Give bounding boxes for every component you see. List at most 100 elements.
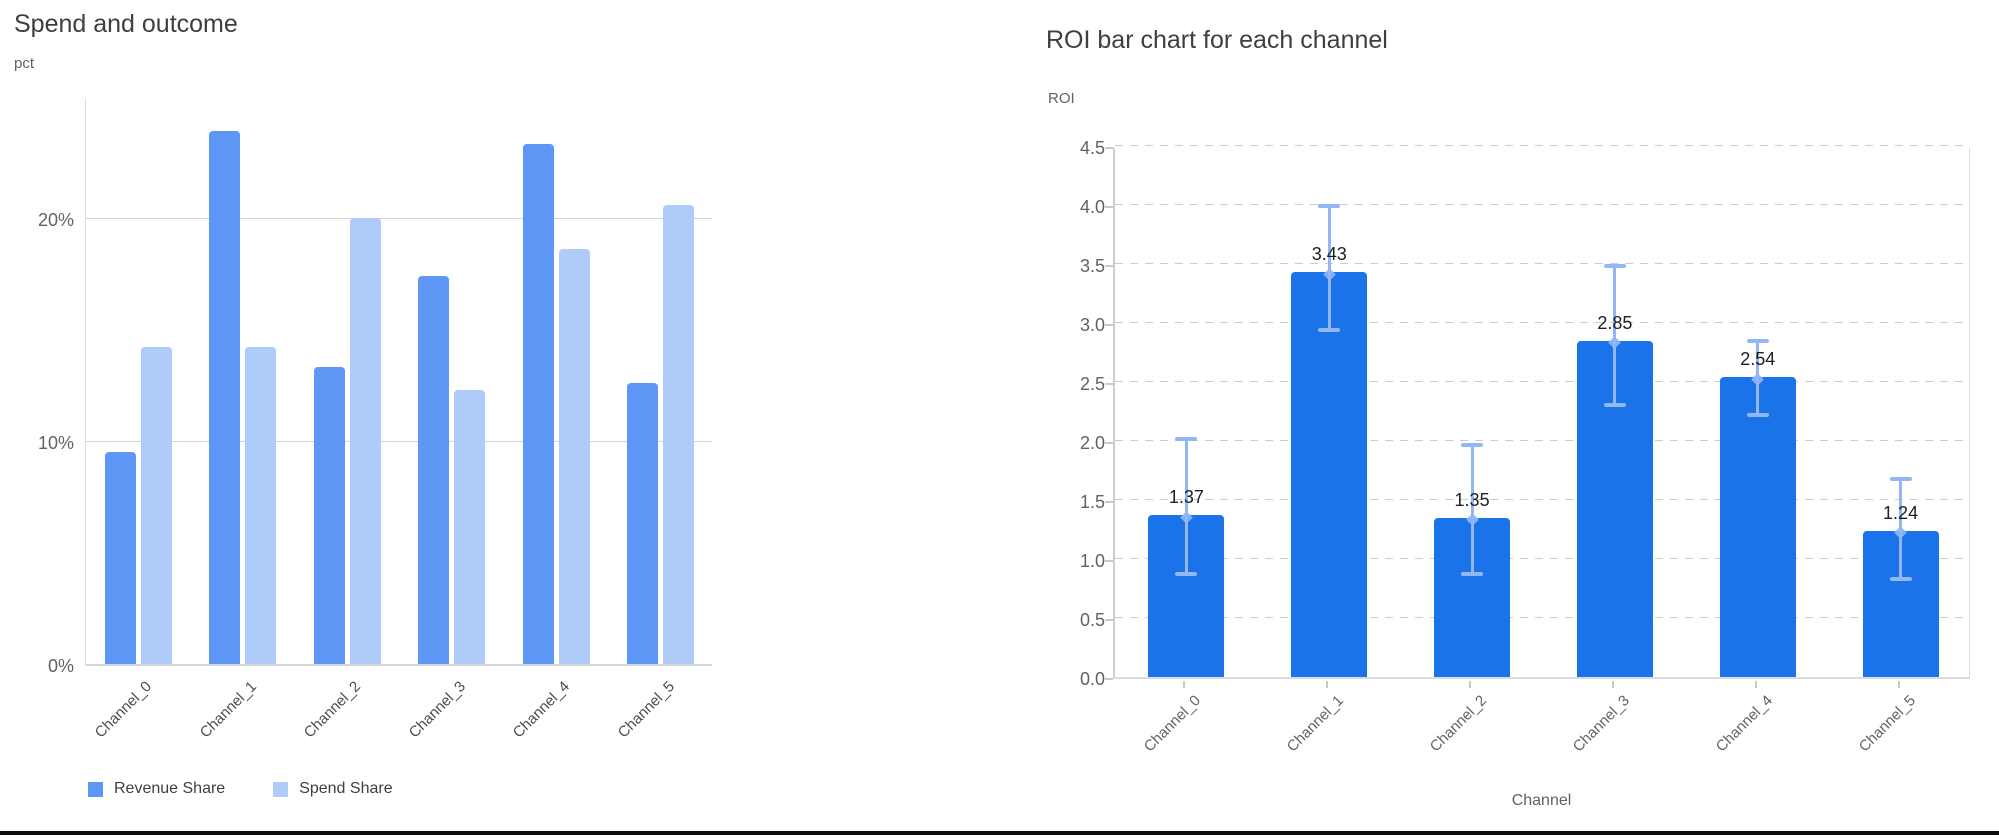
x-tick-label-channel_3: Channel_3 <box>405 678 469 742</box>
error-bar-top-cap-channel_3 <box>1603 263 1626 268</box>
bar-revenue-share-channel_5[interactable] <box>627 383 659 664</box>
x-tick-label-channel_3: Channel_3 <box>1569 692 1633 756</box>
y-tick-mark-3.0 <box>1105 324 1113 326</box>
y-tick-mark-4.0 <box>1105 206 1113 208</box>
y-tick-label-0%: 0% <box>47 656 74 676</box>
y-tick-label-4.0: 4.0 <box>1079 197 1105 217</box>
bar-spend-share-channel_3[interactable] <box>454 389 486 664</box>
bar-revenue-share-channel_0[interactable] <box>104 452 136 664</box>
bar-value-label-channel_2: 1.35 <box>1454 489 1490 510</box>
error-bar-top-cap-channel_4 <box>1746 339 1769 344</box>
bar-value-label-channel_5: 1.24 <box>1883 502 1919 523</box>
y-tick-mark-2.5 <box>1105 383 1113 385</box>
error-bar-top-cap-channel_5 <box>1889 477 1912 482</box>
bar-spend-share-channel_4[interactable] <box>558 249 590 664</box>
x-tick-label-channel_5: Channel_5 <box>1855 692 1919 756</box>
y-tick-label-20%: 20% <box>37 210 74 230</box>
x-tick-label-channel_2: Channel_2 <box>1426 692 1491 756</box>
y-tick-label-0.5: 0.5 <box>1079 610 1105 630</box>
roi-bar-channel_1[interactable] <box>1291 272 1368 677</box>
x-tick-mark-channel_5 <box>1897 681 1900 688</box>
bar-value-label-channel_3: 2.85 <box>1597 312 1633 333</box>
bar-spend-share-channel_5[interactable] <box>663 204 695 664</box>
left-chart-plot-area <box>85 98 712 666</box>
error-bar-bottom-cap-channel_0 <box>1175 572 1198 577</box>
bar-revenue-share-channel_4[interactable] <box>522 144 554 664</box>
x-tick-label-channel_2: Channel_2 <box>300 678 365 742</box>
y-tick-label-3.0: 3.0 <box>1079 315 1105 335</box>
x-tick-label-channel_1: Channel_1 <box>1283 692 1348 756</box>
y-tick-label-1.5: 1.5 <box>1079 492 1105 512</box>
bar-spend-share-channel_0[interactable] <box>140 347 172 664</box>
y-tick-mark-0.5 <box>1105 619 1113 621</box>
x-tick-label-channel_4: Channel_4 <box>1712 692 1776 756</box>
bar-value-label-channel_4: 2.54 <box>1740 349 1776 370</box>
error-bar-channel_1 <box>1327 204 1331 331</box>
y-tick-label-0.0: 0.0 <box>1079 669 1105 689</box>
y-tick-label-3.5: 3.5 <box>1079 256 1105 276</box>
y-tick-label-1.0: 1.0 <box>1079 551 1105 571</box>
bar-revenue-share-channel_2[interactable] <box>313 367 345 664</box>
bar-revenue-share-channel_1[interactable] <box>209 131 241 664</box>
gridline-4.5 <box>1115 145 1969 147</box>
error-bar-top-cap-channel_0 <box>1175 437 1198 442</box>
error-bar-channel_0 <box>1184 438 1188 576</box>
gridline-1.0 <box>1115 558 1969 560</box>
gridline-0.5 <box>1115 617 1969 619</box>
spend-share-swatch-icon <box>273 781 289 797</box>
error-bar-bottom-cap-channel_1 <box>1318 327 1341 332</box>
gridline-2.5 <box>1115 381 1969 383</box>
y-tick-mark-2.0 <box>1105 442 1113 444</box>
bar-spend-share-channel_2[interactable] <box>349 218 381 664</box>
roi-bar-channel_4[interactable] <box>1719 377 1796 677</box>
x-tick-mark-channel_4 <box>1754 681 1757 688</box>
error-bar-bottom-cap-channel_5 <box>1889 576 1912 581</box>
bottom-divider <box>0 831 1999 835</box>
y-tick-mark-1.5 <box>1105 501 1113 503</box>
x-tick-mark-channel_2 <box>1469 681 1472 688</box>
x-tick-mark-channel_1 <box>1326 681 1329 688</box>
right-chart-x-axis-title: Channel <box>1511 792 1572 809</box>
error-bar-channel_3 <box>1613 264 1617 407</box>
gridline-4.0 <box>1115 204 1969 206</box>
legend-label-revenue-share: Revenue Share <box>114 780 226 797</box>
error-bar-top-cap-channel_1 <box>1318 203 1341 208</box>
left-chart-title: Spend and outcome <box>14 10 238 38</box>
x-tick-label-channel_5: Channel_5 <box>614 678 678 742</box>
right-chart-plot-area: 1.37 3.43 1.35 2.85 2.54 1.24 <box>1113 145 1970 679</box>
y-tick-mark-4.5 <box>1105 147 1113 149</box>
x-tick-mark-channel_3 <box>1611 681 1614 688</box>
error-bar-bottom-cap-channel_2 <box>1461 572 1484 577</box>
y-tick-label-2.5: 2.5 <box>1079 374 1105 394</box>
y-tick-mark-1.0 <box>1105 560 1113 562</box>
right-chart-y-axis-label: ROI <box>1048 90 1075 107</box>
gridline-1.5 <box>1115 499 1969 501</box>
x-tick-label-channel_1: Channel_1 <box>196 678 260 742</box>
y-tick-label-2.0: 2.0 <box>1079 433 1105 453</box>
x-tick-label-channel_0: Channel_0 <box>91 678 156 742</box>
x-tick-label-channel_4: Channel_4 <box>509 678 574 742</box>
left-chart-legend: Revenue Share Spend Share <box>88 780 393 798</box>
x-tick-mark-channel_0 <box>1183 681 1186 688</box>
bar-value-label-channel_1: 3.43 <box>1311 244 1347 265</box>
legend-item-spend-share[interactable]: Spend Share <box>273 780 393 798</box>
legend-label-spend-share: Spend Share <box>299 780 393 797</box>
y-tick-label-4.5: 4.5 <box>1079 138 1105 158</box>
error-bar-channel_2 <box>1470 444 1474 576</box>
x-tick-label-channel_0: Channel_0 <box>1141 692 1205 756</box>
right-chart-title: ROI bar chart for each channel <box>1046 26 1388 54</box>
error-bar-bottom-cap-channel_3 <box>1603 403 1626 408</box>
gridline-3.0 <box>1115 322 1969 324</box>
gridline-20% <box>86 218 712 219</box>
gridline-3.5 <box>1115 263 1969 265</box>
bar-revenue-share-channel_3[interactable] <box>418 275 450 664</box>
legend-item-revenue-share[interactable]: Revenue Share <box>88 780 225 798</box>
error-bar-bottom-cap-channel_4 <box>1746 412 1769 417</box>
y-tick-label-10%: 10% <box>37 433 74 453</box>
left-chart-y-unit-label: pct <box>14 55 35 72</box>
revenue-share-swatch-icon <box>88 781 103 797</box>
bar-spend-share-channel_1[interactable] <box>245 347 277 664</box>
y-tick-mark-0.0 <box>1105 678 1113 680</box>
gridline-2.0 <box>1115 440 1969 442</box>
